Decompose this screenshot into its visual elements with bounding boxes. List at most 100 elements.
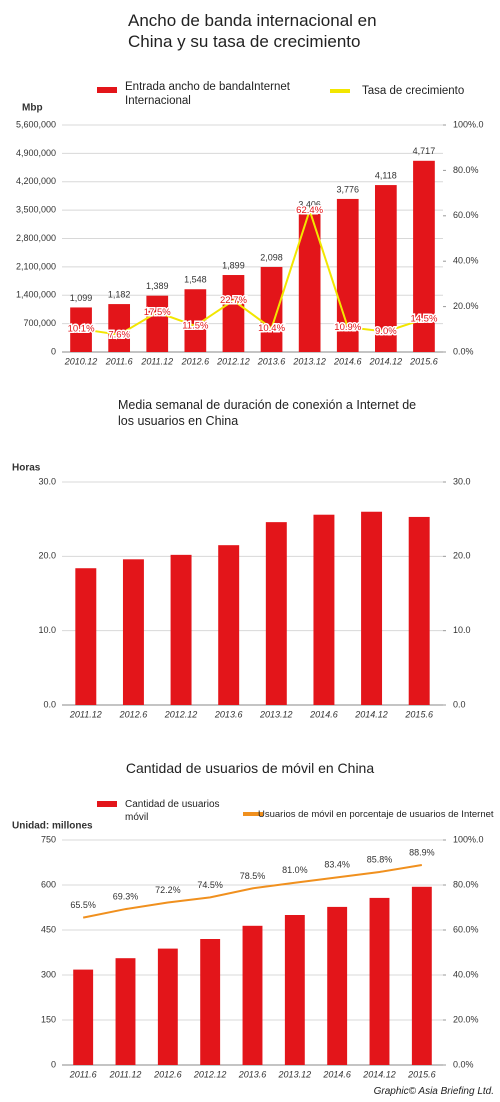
line-value-label: 83.4%	[324, 860, 350, 870]
y-tick-label: 5,600,000	[16, 119, 56, 129]
y-tick-label: 450	[41, 924, 56, 934]
x-tick-label: 2010.12	[64, 356, 98, 366]
y2-tick-label: 100%.0	[453, 834, 484, 844]
bar-value-label: 1,899	[222, 260, 245, 270]
chart-title: Media semanal de duración de conexión a …	[118, 398, 417, 428]
x-tick-label: 2012.12	[193, 1069, 227, 1079]
y2-tick-label: 0.0%	[453, 1059, 474, 1069]
y-tick-label: 4,900,000	[16, 148, 56, 158]
line-value-label: 17.5%	[144, 307, 171, 318]
bar	[313, 514, 335, 705]
y2-tick-label: 40.0%	[453, 969, 479, 979]
line-value-label: 7.6%	[108, 329, 130, 340]
chart-title: Ancho de banda internacional en China y …	[128, 11, 377, 52]
y-tick-label: 10.0	[38, 625, 56, 635]
x-tick-label: 2011.6	[69, 1069, 97, 1079]
bar	[108, 304, 131, 352]
line-value-label: 10.4%	[258, 323, 285, 334]
bar	[75, 568, 97, 705]
y-axis-label: Horas	[12, 463, 41, 474]
bar	[265, 522, 287, 705]
y-tick-label: 0	[51, 1059, 56, 1069]
bar	[200, 939, 221, 1065]
y-tick-label: 3,500,000	[16, 205, 56, 215]
legend-label: Tasa de crecimiento	[362, 85, 465, 97]
bar	[327, 906, 348, 1065]
line-value-label: 85.8%	[367, 854, 393, 864]
bar	[73, 969, 94, 1065]
bar-value-label: 3,406	[298, 199, 321, 209]
x-tick-label: 2013.12	[292, 356, 326, 366]
x-tick-label: 2011.12	[69, 709, 102, 719]
y-tick-label: 20.0	[38, 551, 56, 561]
x-tick-label: 2015.6	[409, 356, 438, 366]
y2-tick-label: 20.0%	[453, 301, 479, 311]
y2-tick-label: 30.0	[453, 476, 471, 486]
y-tick-label: 30.0	[38, 476, 56, 486]
y2-tick-label: 60.0%	[453, 210, 479, 220]
bar	[115, 958, 136, 1065]
x-tick-label: 2014.12	[354, 709, 388, 719]
y-tick-label: 600	[41, 879, 56, 889]
x-tick-label: 2011.6	[105, 356, 133, 366]
legend-swatch	[97, 87, 117, 93]
y-tick-label: 300	[41, 969, 56, 979]
bar-value-label: 1,389	[146, 281, 169, 291]
y-axis-label: Mbp	[22, 103, 43, 114]
bar	[146, 295, 169, 352]
chart: Unidad: millones 0 150 300 450 600 750 0.0% 20.0…	[12, 801, 484, 1079]
x-tick-label: 2013.12	[259, 709, 293, 719]
y2-tick-label: 10.0	[453, 625, 471, 635]
chart: Mbp 0 700,000 1,400,000 2,100,000 2,800,000 3,…	[16, 87, 484, 366]
legend-label: Usuarios de móvil en porcentaje de usuar…	[258, 809, 494, 820]
x-tick-label: 2013.6	[257, 356, 286, 366]
y2-tick-label: 0.0	[453, 699, 466, 709]
legend-label: Cantidad de usuarios móvil	[125, 799, 220, 823]
bar-value-label: 2,098	[260, 252, 283, 262]
x-tick-label: 2012.6	[181, 356, 210, 366]
bar-value-label: 3,776	[336, 184, 359, 194]
line-value-label: 62.4%	[296, 205, 323, 216]
x-tick-label: 2015.6	[404, 709, 433, 719]
x-tick-label: 2012.6	[119, 709, 148, 719]
line-value-label: 69.3%	[113, 891, 139, 901]
x-tick-label: 2013.6	[214, 709, 243, 719]
bar	[298, 213, 321, 352]
bar	[222, 275, 245, 352]
bar	[361, 511, 383, 705]
line	[80, 207, 425, 336]
x-tick-label: 2012.6	[153, 1069, 182, 1079]
line-value-label: 14.5%	[410, 314, 437, 325]
y-tick-label: 150	[41, 1014, 56, 1024]
x-tick-label: 2014.12	[362, 1069, 396, 1079]
line-value-label: 11.5%	[182, 320, 209, 331]
x-tick-label: 2013.12	[278, 1069, 312, 1079]
y2-tick-label: 20.0%	[453, 1014, 479, 1024]
line-value-label: 10.9%	[334, 322, 361, 333]
x-tick-label: 2015.6	[407, 1069, 436, 1079]
y2-tick-label: 100%.0	[453, 119, 484, 129]
line-value-label: 78.5%	[240, 871, 266, 881]
line-value-label: 88.9%	[409, 847, 435, 857]
bar-value-label: 1,099	[70, 293, 93, 303]
y-axis-label: Unidad: millones	[12, 821, 93, 832]
line-value-label: 72.2%	[155, 885, 181, 895]
bar	[408, 516, 430, 705]
chart-title: Cantidad de usuarios de móvil en China	[125, 760, 375, 776]
line-value-label: 81.0%	[282, 865, 308, 875]
y-tick-label: 2,800,000	[16, 233, 56, 243]
bar	[369, 897, 390, 1065]
bar-value-label: 1,548	[184, 275, 207, 285]
bar	[122, 559, 144, 705]
x-tick-label: 2011.12	[109, 1069, 142, 1079]
footer: Graphic© Asia Briefing Ltd.	[373, 1086, 494, 1097]
line-value-label: 9.0%	[375, 326, 397, 337]
y2-tick-label: 80.0%	[453, 879, 479, 889]
y-tick-label: 4,200,000	[16, 176, 56, 186]
x-tick-label: 2012.12	[216, 356, 250, 366]
y2-tick-label: 20.0	[453, 551, 471, 561]
y-tick-label: 2,100,000	[16, 261, 56, 271]
y2-tick-label: 60.0%	[453, 924, 479, 934]
